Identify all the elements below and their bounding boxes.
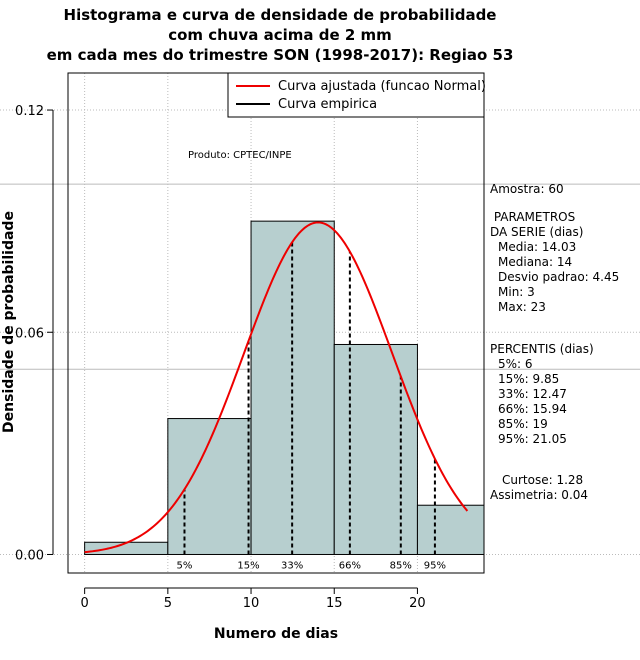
legend: Curva ajustada (funcao Normal) Curva emp… xyxy=(227,72,486,118)
percentile-label-2: 33% xyxy=(281,560,303,571)
percentil-33: 33%: 12.47 xyxy=(498,387,567,401)
histogram-bar-4 xyxy=(416,504,485,555)
param-desvio: Desvio padrao: 4.45 xyxy=(498,270,620,284)
axes: 0 5 10 15 20 0.00 0.06 0.12 xyxy=(15,104,426,611)
curtose: Curtose: 1.28 xyxy=(502,473,584,487)
percentile-label-0: 5% xyxy=(177,560,193,571)
param-max: Max: 23 xyxy=(498,300,546,314)
x-tick-label-3: 15 xyxy=(326,596,343,611)
x-axis-label: Numero de dias xyxy=(214,626,338,642)
histogram-bar-0 xyxy=(84,541,169,555)
histogram-bars xyxy=(84,220,485,555)
percentil-66: 66%: 15.94 xyxy=(498,402,567,416)
params-header-1: PARAMETROS xyxy=(490,210,576,224)
chart-title-line-1: Histograma e curva de densidade de proba… xyxy=(63,6,497,24)
sample-size: Amostra: 60 xyxy=(490,182,564,196)
normal-curve xyxy=(84,221,469,554)
percentile-lines: 5% 15% 33% 66% 85% 95% xyxy=(177,242,446,571)
x-tick-label-2: 10 xyxy=(243,596,260,611)
percentile-label-5: 95% xyxy=(424,560,446,571)
histogram-bar-3 xyxy=(333,343,418,555)
legend-box xyxy=(227,72,485,118)
percentil-15: 15%: 9.85 xyxy=(498,372,560,386)
assimetria: Assimetria: 0.04 xyxy=(490,488,589,502)
x-tick-label-1: 5 xyxy=(164,596,172,611)
chart-title-line-3: em cada mes do trimestre SON (1998-2017)… xyxy=(46,46,514,64)
percentil-95: 95%: 21.05 xyxy=(498,432,567,446)
param-mediana: Mediana: 14 xyxy=(498,255,573,269)
percentile-label-4: 85% xyxy=(390,560,412,571)
y-tick-label-2: 0.12 xyxy=(15,104,44,119)
params-header-2: DA SERIE (dias) xyxy=(490,225,584,239)
percentis-header: PERCENTIS (dias) xyxy=(490,342,594,356)
param-min: Min: 3 xyxy=(498,285,535,299)
percentil-85: 85%: 19 xyxy=(498,417,548,431)
percentil-5: 5%: 6 xyxy=(498,357,533,371)
percentile-label-1: 15% xyxy=(237,560,259,571)
legend-empirical-label: Curva empirica xyxy=(278,97,377,112)
param-media: Media: 14.03 xyxy=(498,240,577,254)
legend-fit-label: Curva ajustada (funcao Normal) xyxy=(278,79,486,94)
chart-title-line-2: com chuva acima de 2 mm xyxy=(168,26,392,44)
x-tick-label-4: 20 xyxy=(409,596,426,611)
y-tick-label-1: 0.06 xyxy=(15,326,44,341)
normal-fit-curve xyxy=(84,221,469,554)
histogram-bar-2 xyxy=(250,220,335,555)
y-axis-label: Densidade de probabilidade xyxy=(1,211,17,433)
product-label: Produto: CPTEC/INPE xyxy=(188,150,292,161)
y-tick-label-0: 0.00 xyxy=(15,548,44,563)
percentile-label-3: 66% xyxy=(339,560,361,571)
x-tick-label-0: 0 xyxy=(80,596,88,611)
